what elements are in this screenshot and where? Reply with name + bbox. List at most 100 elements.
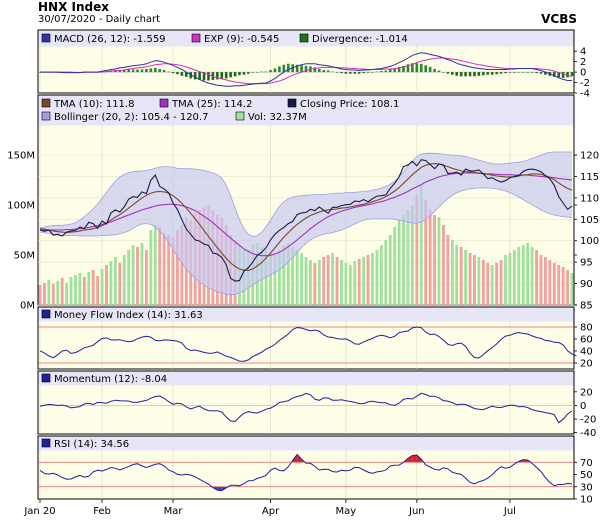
volume-bar — [552, 263, 556, 305]
macd-divergence-bar — [362, 72, 365, 74]
mfi-legend-bg — [38, 307, 574, 322]
mfi-legend-label: Money Flow Index (14): 31.63 — [54, 310, 203, 321]
price-legend-swatch — [41, 98, 51, 108]
volume-bar — [78, 273, 82, 305]
volume-bar — [548, 260, 552, 305]
volume-bar — [406, 210, 410, 305]
brand-label: VCBS — [541, 12, 577, 26]
volume-bar — [282, 245, 286, 305]
price-ytick-label: 100 — [580, 236, 599, 247]
volume-bar — [535, 250, 538, 305]
x-axis-tick-label: Jun — [408, 506, 425, 517]
macd-divergence-bar — [490, 72, 494, 75]
rsi-overbought-fill — [297, 454, 302, 463]
bollinger-lower-line — [39, 187, 573, 296]
rsi-overbought-fill — [412, 454, 417, 463]
macd-divergence-bar — [158, 68, 161, 73]
macd-divergence-bar — [415, 63, 419, 73]
x-axis-tick-label: Feb — [93, 506, 111, 517]
macd-divergence-bar — [278, 66, 281, 73]
volume-bar — [477, 257, 481, 305]
rsi-ytick-label: 10 — [580, 495, 593, 506]
macd-divergence-bar — [561, 72, 565, 78]
volume-bar — [486, 263, 490, 305]
volume-bar — [100, 269, 104, 305]
momentum-ytick-label: 0 — [580, 401, 586, 412]
macd-divergence-bar — [344, 72, 348, 74]
price-legend-label: Closing Price: 108.1 — [300, 99, 399, 110]
price-legend-label: Bollinger (20, 2): 105.4 - 120.7 — [54, 112, 208, 123]
macd-divergence-bar — [380, 71, 383, 73]
price-ytick-label: 90 — [580, 279, 593, 290]
macd-divergence-bar — [517, 72, 521, 73]
volume-bar — [437, 217, 441, 305]
macd-divergence-bar — [238, 72, 241, 76]
volume-ytick-label: 150M — [7, 151, 35, 162]
volume-bar — [495, 263, 499, 305]
x-axis-tick-label: Mar — [164, 506, 184, 517]
volume-bar — [424, 200, 428, 305]
macd-divergence-bar — [136, 69, 139, 73]
volume-bar — [304, 257, 308, 305]
macd-divergence-bar — [193, 72, 197, 80]
macd-divergence-bar — [162, 70, 166, 73]
macd-divergence-bar — [216, 72, 219, 80]
macd-divergence-bar — [411, 63, 414, 73]
volume-bar — [273, 255, 277, 305]
volume-bar — [490, 265, 494, 305]
macd-legend-label: Divergence: -1.014 — [312, 34, 408, 45]
volume-bar — [322, 257, 326, 305]
macd-divergence-bar — [437, 70, 441, 73]
price-ytick-label: 110 — [580, 193, 599, 204]
volume-bar — [38, 285, 42, 305]
volume-bar — [167, 235, 170, 305]
macd-divergence-bar — [313, 67, 317, 73]
volume-bar — [51, 284, 55, 305]
price-ytick-label: 85 — [580, 301, 593, 312]
macd-divergence-bar — [304, 65, 308, 73]
macd-divergence-bar — [552, 72, 556, 77]
volume-bar — [136, 247, 139, 305]
macd-divergence-bar — [331, 71, 334, 73]
volume-bar — [300, 253, 303, 305]
momentum-legend-bg — [38, 371, 574, 386]
volume-bar — [60, 278, 64, 305]
volume-bar — [544, 257, 547, 305]
bollinger-band — [40, 152, 572, 295]
volume-bar — [428, 210, 432, 305]
macd-divergence-bar — [464, 72, 467, 77]
macd-divergence-bar — [171, 72, 175, 74]
macd-divergence-bar — [145, 68, 148, 73]
macd-divergence-bar — [424, 65, 427, 73]
volume-bar — [91, 270, 95, 305]
volume-bar — [47, 280, 51, 305]
macd-divergence-bar — [251, 72, 255, 73]
macd-divergence-bar — [255, 72, 259, 73]
volume-bar — [362, 257, 366, 305]
mfi-line — [39, 326, 577, 362]
macd-divergence-bar — [446, 72, 450, 74]
macd-divergence-bar — [477, 72, 481, 76]
volume-bar — [105, 265, 108, 305]
volume-bar — [517, 247, 521, 305]
macd-divergence-bar — [384, 70, 388, 73]
volume-bar — [278, 250, 281, 305]
macd-divergence-bar — [300, 65, 303, 73]
volume-bar — [459, 247, 463, 305]
volume-bar — [326, 255, 330, 305]
macd-divergence-bar — [264, 71, 268, 73]
volume-bar — [122, 255, 126, 305]
momentum-ytick-label: -20 — [580, 415, 596, 426]
volume-bar — [69, 277, 73, 305]
volume-bar — [570, 273, 574, 305]
rsi-overbought-fill — [416, 454, 422, 463]
volume-bar — [366, 255, 370, 305]
rsi-ytick-label: 30 — [580, 482, 593, 493]
macd-divergence-bar — [176, 72, 179, 75]
macd-divergence-bar — [366, 72, 370, 73]
macd-legend-swatch — [191, 33, 201, 43]
volume-bar — [499, 260, 503, 305]
volume-bar — [140, 243, 144, 305]
volume-bar — [468, 253, 472, 305]
